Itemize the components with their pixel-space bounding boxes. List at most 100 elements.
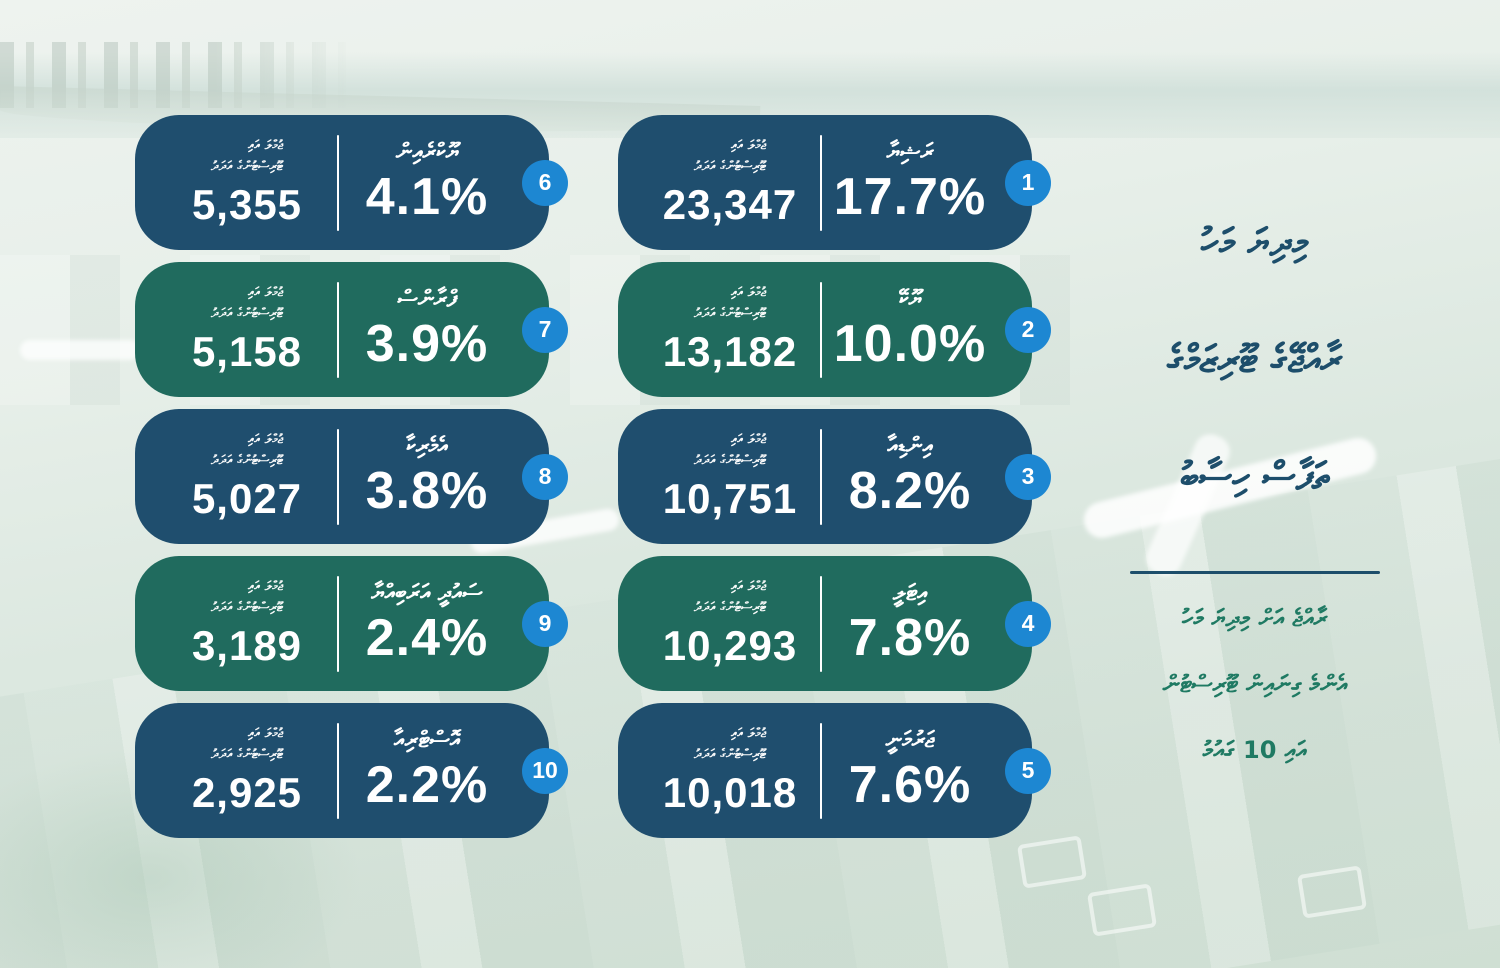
tourist-count-label: ޖުމްލަ އައި ޓޫރިސްޓުންގެ އަދަދު <box>694 577 766 619</box>
count-label-line2: ޓޫރިސްޓުންގެ އަދަދު <box>210 159 284 174</box>
count-label-line1: ޖުމްލަ އައި <box>248 432 284 448</box>
tourist-count: 10,293 <box>662 621 798 669</box>
stats-section: ޖުމްލަ އައި ޓޫރިސްޓުންގެ އަދަދު 5,158 <box>135 283 337 376</box>
card-divider <box>820 281 822 378</box>
tourist-count-label: ޖުމްލަ އައި ޓޫރިސްޓުންގެ އަދަދު <box>694 136 766 178</box>
card-divider <box>337 134 339 231</box>
tourist-count-label: ޖުމްލަ އައި ޓޫރިސްޓުންގެ އަދަދު <box>694 430 766 472</box>
count-label-line2: ޓޫރިސްޓުންގެ އަދަދު <box>210 747 284 762</box>
rank-badge: 7 <box>522 306 568 353</box>
subtitle-line3: އައި 10 ގައުމު <box>1202 736 1308 764</box>
stats-section: ޖުމްލަ އައި ޓޫރިސްޓުންގެ އަދަދު 10,751 <box>618 430 820 523</box>
rank-badge: 5 <box>1005 747 1051 794</box>
count-label-line1: ޖުމްލަ އައި <box>731 579 767 595</box>
share-percent: 10.0% <box>833 314 987 373</box>
count-label-line1: ޖުމްލަ އައި <box>731 138 767 154</box>
stats-section: ޖުމްލަ އައި ޓޫރިސްޓުންގެ އަދަދު 13,182 <box>618 283 820 376</box>
country-name: ސައުދީ އަރަބިއްޔާ <box>371 579 483 606</box>
share-percent: 7.6% <box>848 755 972 814</box>
tourist-count: 10,018 <box>662 768 798 816</box>
card-austria: ޖުމްލަ އައި ޓޫރިސްޓުންގެ އަދަދު 2,925 އޮ… <box>135 703 568 838</box>
country-section: ސައުދީ އަރަބިއްޔާ 2.4% <box>339 580 549 668</box>
subtitle-line1: ރާއްޖެ އަށް މިދިޔަ މަހު <box>1182 604 1328 632</box>
tourist-count-label: ޖުމްލަ އައި ޓޫރިސްޓުންގެ އަދަދު <box>211 136 283 178</box>
share-percent: 4.1% <box>365 167 489 226</box>
share-percent: 2.4% <box>365 608 489 667</box>
country-section: ޖަރުމަނީ 7.6% <box>822 727 1032 815</box>
country-section: ޔޫކޭ 10.0% <box>822 286 1032 374</box>
tourist-count: 3,189 <box>191 621 303 669</box>
stats-section: ޖުމްލަ އައި ޓޫރިސްޓުންގެ އަދަދު 10,018 <box>618 724 820 817</box>
card-divider <box>820 722 822 819</box>
card-divider <box>820 575 822 672</box>
runway-marking <box>1086 883 1158 937</box>
country-name: ޖަރުމަނީ <box>885 726 935 753</box>
count-label-line1: ޖުމްލަ އައި <box>248 726 284 742</box>
title-divider <box>1130 571 1380 574</box>
tourist-count: 5,158 <box>191 327 303 375</box>
tourist-count: 23,347 <box>662 180 798 228</box>
stats-section: ޖުމްލަ އައި ޓޫރިސްޓުންގެ އަދަދު 5,027 <box>135 430 337 523</box>
tourist-count: 13,182 <box>662 327 798 375</box>
tourist-count-label: ޖުމްލަ އައި ޓޫރިސްޓުންގެ އަދަދު <box>211 283 283 325</box>
country-section: އޮސްޓްރިއާ 2.2% <box>339 727 549 815</box>
card-divider <box>820 428 822 525</box>
country-name: އިޓަލީ <box>892 579 928 606</box>
runway-marking <box>1016 835 1088 889</box>
count-label-line2: ޓޫރިސްޓުންގެ އަދަދު <box>693 453 767 468</box>
count-label-line2: ޓޫރިސްޓުންގެ އަދަދު <box>693 159 767 174</box>
rank-badge: 1 <box>1005 159 1051 206</box>
card-russia: ޖުމްލަ އައި ޓޫރިސްޓުންގެ އަދަދު 23,347 ރ… <box>618 115 1051 250</box>
country-name: ޔޫކްރެއިން <box>395 138 459 165</box>
tourist-count-label: ޖުމްލަ އައި ޓޫރިސްޓުންގެ އަދަދު <box>211 724 283 766</box>
country-section: އެމެރިކާ 3.8% <box>339 433 549 521</box>
card-france: ޖުމްލަ އައި ޓޫރިސްޓުންގެ އަދަދު 5,158 ފް… <box>135 262 568 397</box>
count-label-line2: ޓޫރިސްޓުންގެ އަދަދު <box>693 747 767 762</box>
tourist-count-label: ޖުމްލަ އައި ޓޫރިސްޓުންގެ އަދަދު <box>694 283 766 325</box>
rank-badge: 8 <box>522 453 568 500</box>
rank-badge: 3 <box>1005 453 1051 500</box>
rank-badge: 9 <box>522 600 568 647</box>
card-uk: ޖުމްލަ އައި ޓޫރިސްޓުންގެ އަދަދު 13,182 ޔ… <box>618 262 1051 397</box>
runway-marking <box>1296 865 1368 919</box>
card-divider <box>337 428 339 525</box>
count-label-line2: ޓޫރިސްޓުންގެ އަދަދު <box>210 453 284 468</box>
count-label-line1: ޖުމްލަ އައި <box>731 432 767 448</box>
rank-badge: 10 <box>522 747 568 794</box>
share-percent: 8.2% <box>848 461 972 520</box>
tourist-count: 2,925 <box>191 768 303 816</box>
card-divider <box>337 575 339 672</box>
country-section: ފްރާންސް 3.9% <box>339 286 549 374</box>
count-label-line1: ޖުމްލަ އައި <box>731 285 767 301</box>
country-section: އިޓަލީ 7.8% <box>822 580 1032 668</box>
share-percent: 17.7% <box>833 167 987 226</box>
country-name: ރަޝިޔާ <box>886 138 934 165</box>
count-label-line2: ޓޫރިސްޓުންގެ އަދަދު <box>693 306 767 321</box>
stats-section: ޖުމްލަ އައި ޓޫރިސްޓުންގެ އަދަދު 5,355 <box>135 136 337 229</box>
page-title-line1: މިދިޔަ މަހު <box>1200 220 1310 264</box>
tourist-count: 5,355 <box>191 180 303 228</box>
count-label-line1: ޖުމްލަ އައި <box>248 285 284 301</box>
subtitle-line2: އެންމެ ގިނައިން ޓޫރިސްޓުން <box>1162 670 1348 698</box>
share-percent: 3.8% <box>365 461 489 520</box>
country-name: ޔޫކޭ <box>899 285 921 312</box>
share-percent: 2.2% <box>365 755 489 814</box>
country-section: އިންޑިއާ 8.2% <box>822 433 1032 521</box>
count-label-line1: ޖުމްލަ އައި <box>248 138 284 154</box>
card-divider <box>337 722 339 819</box>
card-italy: ޖުމްލަ އައި ޓޫރިސްޓުންގެ އަދަދު 10,293 އ… <box>618 556 1051 691</box>
cards-column-ranks-1-5: ޖުމްލަ އައި ޓޫރިސްޓުންގެ އަދަދު 23,347 ރ… <box>618 115 1051 838</box>
card-divider <box>820 134 822 231</box>
share-percent: 7.8% <box>848 608 972 667</box>
city-skyline <box>0 42 360 108</box>
card-usa: ޖުމްލަ އައި ޓޫރިސްޓުންގެ އަދަދު 5,027 އެ… <box>135 409 568 544</box>
stats-section: ޖުމްލަ އައި ޓޫރިސްޓުންގެ އަދަދު 3,189 <box>135 577 337 670</box>
airplane-shape-small-2 <box>20 340 140 360</box>
card-ukraine: ޖުމްލަ އައި ޓޫރިސްޓުންގެ އަދަދު 5,355 ޔޫ… <box>135 115 568 250</box>
country-name: ފްރާންސް <box>397 285 457 312</box>
stats-section: ޖުމްލަ އައި ޓޫރިސްޓުންގެ އަދަދު 10,293 <box>618 577 820 670</box>
country-name: އިންޑިއާ <box>887 432 933 459</box>
country-section: ރަޝިޔާ 17.7% <box>822 139 1032 227</box>
count-label-line1: ޖުމްލަ އައި <box>731 726 767 742</box>
